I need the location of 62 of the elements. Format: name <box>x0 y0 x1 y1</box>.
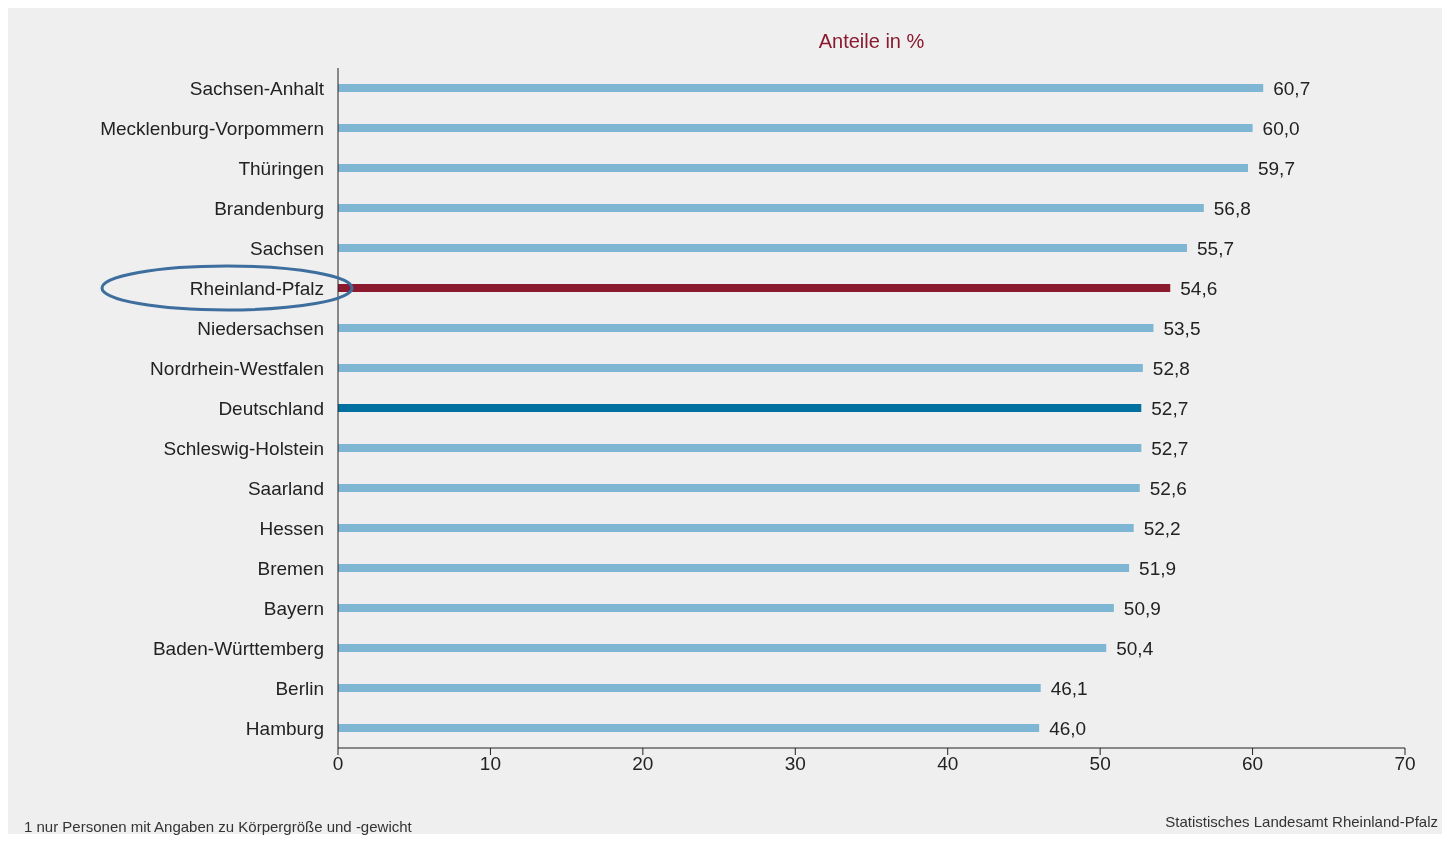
x-tick-label: 40 <box>937 753 959 775</box>
bar <box>338 444 1142 452</box>
data-label: 46,1 <box>1050 677 1088 699</box>
bar <box>338 724 1040 732</box>
x-tick-label: 20 <box>632 753 654 775</box>
chart-title: Anteile in % <box>817 30 926 53</box>
data-label: 54,6 <box>1180 277 1218 299</box>
y-tick-label: Saarland <box>247 477 324 499</box>
x-tick-label: 50 <box>1089 753 1111 775</box>
y-tick-label: Rheinland-Pfalz <box>189 277 324 299</box>
data-label: 52,6 <box>1149 477 1187 499</box>
bar <box>338 124 1253 132</box>
x-tick-label: 70 <box>1394 753 1416 775</box>
y-tick-label: Brandenburg <box>214 197 324 219</box>
y-tick-label: Bremen <box>257 557 324 579</box>
y-tick-label: Niedersachsen <box>197 317 324 339</box>
y-tick-label: Hessen <box>259 517 324 539</box>
data-label: 52,8 <box>1152 357 1190 379</box>
bar <box>338 364 1143 372</box>
y-tick-label: Hamburg <box>245 717 324 739</box>
y-tick-label: Bayern <box>263 597 324 619</box>
bar <box>338 324 1154 332</box>
data-label: 53,5 <box>1163 317 1201 339</box>
data-label: 55,7 <box>1197 237 1235 259</box>
y-tick-label: Berlin <box>275 677 324 699</box>
x-tick-label: 30 <box>784 753 806 775</box>
text: 1 nur Personen mit Angaben zu Körpergröße und -gewicht <box>24 818 412 835</box>
data-label: 60,7 <box>1273 77 1311 99</box>
bar <box>338 284 1171 292</box>
y-tick-label: Nordrhein-Westfalen <box>150 357 324 379</box>
bar <box>338 684 1041 692</box>
x-tick-label: 10 <box>479 753 501 775</box>
bar <box>338 84 1264 92</box>
data-label: 52,2 <box>1143 517 1181 539</box>
bar <box>338 204 1204 212</box>
text: Statistisches Landesamt Rheinland-Pfalz <box>1165 813 1438 830</box>
bar <box>338 164 1248 172</box>
data-label: 60,0 <box>1262 117 1300 139</box>
y-tick-label: Schleswig-Holstein <box>163 437 324 459</box>
data-label: 52,7 <box>1151 397 1189 419</box>
bar <box>338 604 1114 612</box>
bar <box>338 564 1130 572</box>
y-tick-label: Deutschland <box>218 397 324 419</box>
data-label: 46,0 <box>1049 717 1087 739</box>
x-tick-label: 0 <box>332 753 344 775</box>
y-tick-label: Sachsen-Anhalt <box>189 77 325 99</box>
data-label: 51,9 <box>1139 557 1177 579</box>
bar <box>338 484 1140 492</box>
bar <box>338 404 1142 412</box>
bar <box>338 644 1107 652</box>
data-label: 50,9 <box>1123 597 1161 619</box>
bar <box>338 524 1134 532</box>
y-tick-label: Thüringen <box>238 157 324 179</box>
x-tick-label: 60 <box>1242 753 1264 775</box>
y-tick-label: Sachsen <box>250 237 324 259</box>
y-tick-label: Mecklenburg-Vorpommern <box>100 117 324 139</box>
data-label: 59,7 <box>1258 157 1295 179</box>
data-label: 52,7 <box>1151 437 1189 459</box>
y-tick-label: Baden-Württemberg <box>152 637 324 659</box>
bar <box>338 244 1188 252</box>
data-label: 50,4 <box>1116 637 1154 659</box>
data-label: 56,8 <box>1213 197 1251 219</box>
